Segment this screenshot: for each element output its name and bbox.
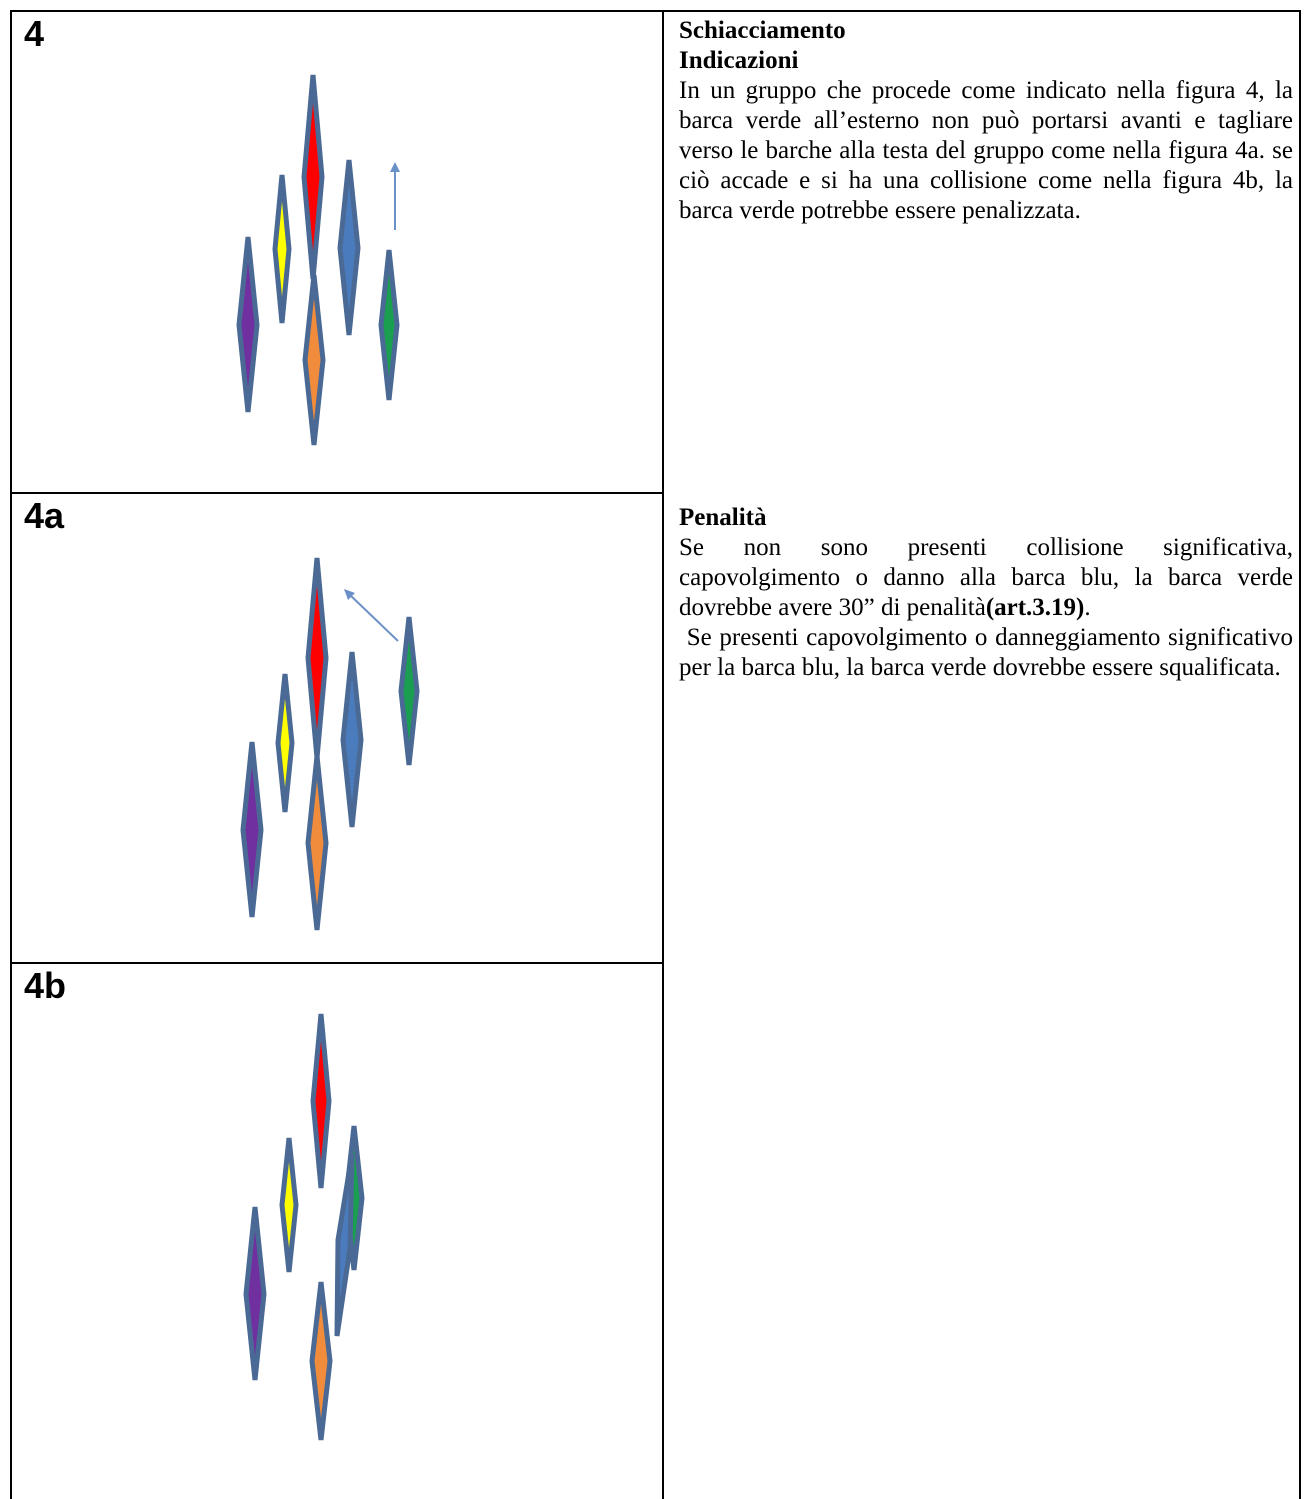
boat-blue — [334, 1153, 355, 1337]
document-table — [10, 10, 1301, 1499]
section-subtitle: Indicazioni — [679, 47, 799, 74]
figure-4b-cell: 4b — [12, 964, 662, 1499]
boat-green — [398, 616, 420, 766]
boat-red — [301, 74, 325, 280]
row-divider-1 — [10, 492, 664, 494]
boat-orange — [309, 1281, 333, 1441]
boat-blue — [340, 651, 364, 828]
boat-purple — [243, 1206, 267, 1381]
section-penalita: Penalità Se non sono presenti collisione… — [679, 503, 1293, 683]
boat-red — [305, 557, 329, 759]
boat-red — [310, 1013, 332, 1189]
penalty-body-end: . — [1084, 594, 1091, 621]
penalty-title: Penalità — [679, 504, 767, 531]
figure-4a-label: 4a — [24, 495, 65, 536]
boat-yellow — [279, 1137, 299, 1273]
boat-yellow — [275, 673, 295, 813]
boat-yellow — [272, 174, 292, 324]
arrow-cut-in — [344, 589, 399, 642]
figure-4b-diagram — [243, 1013, 365, 1441]
figure-4-cell: 4 — [12, 12, 662, 492]
penalty-body: Se non sono presenti collisione signific… — [679, 533, 1293, 623]
penalty-body-2: Se presenti capovolgimento o danneggiame… — [679, 624, 1300, 681]
figure-4-diagram — [236, 74, 400, 446]
boat-purple — [240, 741, 264, 918]
section-title: Schiacciamento — [679, 17, 846, 44]
boat-orange — [302, 274, 326, 446]
section-schiacciamento: Schiacciamento Indicazioni In un gruppo … — [679, 16, 1293, 226]
column-divider — [662, 10, 664, 1499]
figure-4-label: 4 — [24, 13, 45, 54]
boat-orange — [305, 755, 329, 931]
boat-purple — [236, 236, 260, 413]
arrow-forward — [390, 162, 400, 230]
figure-4a-cell: 4a — [12, 494, 662, 962]
section-body: In un gruppo che procede come indicato n… — [679, 77, 1293, 224]
boat-blue — [337, 159, 361, 336]
figure-4b-label: 4b — [24, 965, 67, 1006]
penalty-body-text: Se non sono presenti collisione signific… — [679, 534, 1293, 621]
figure-4a-diagram — [240, 557, 420, 931]
penalty-rule-reference: (art.3.19) — [985, 594, 1085, 621]
boat-green — [378, 249, 400, 401]
row-divider-2 — [10, 962, 664, 964]
